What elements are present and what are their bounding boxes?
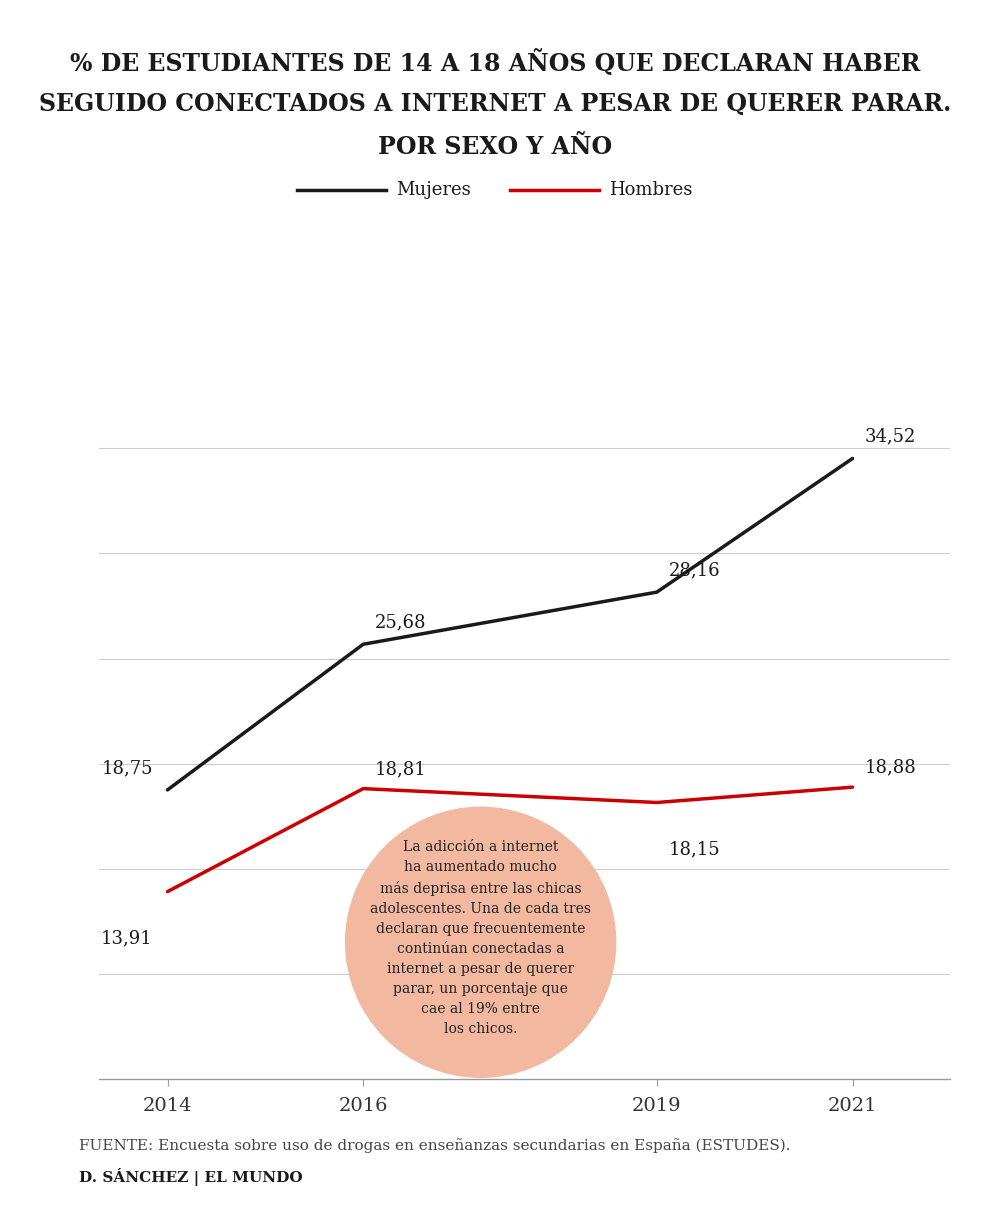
Text: 34,52: 34,52 <box>864 428 916 446</box>
Text: 18,88: 18,88 <box>864 759 916 776</box>
Text: Hombres: Hombres <box>609 181 692 199</box>
Text: 18,15: 18,15 <box>668 840 720 858</box>
Text: 18,81: 18,81 <box>375 760 427 779</box>
Text: POR SEXO Y AÑO: POR SEXO Y AÑO <box>378 135 612 159</box>
Text: La adicción a internet
ha aumentado mucho
más deprisa entre las chicas
adolescen: La adicción a internet ha aumentado much… <box>370 840 591 1036</box>
Text: 25,68: 25,68 <box>375 614 427 631</box>
Text: 18,75: 18,75 <box>101 759 152 777</box>
Text: D. SÁNCHEZ | EL MUNDO: D. SÁNCHEZ | EL MUNDO <box>79 1168 303 1187</box>
Text: Mujeres: Mujeres <box>396 181 471 199</box>
Ellipse shape <box>346 807 616 1078</box>
Text: 28,16: 28,16 <box>668 562 720 580</box>
Text: 13,91: 13,91 <box>101 929 152 948</box>
Text: FUENTE: Encuesta sobre uso de drogas en enseñanzas secundarias en España (ESTUDE: FUENTE: Encuesta sobre uso de drogas en … <box>79 1138 791 1152</box>
Text: SEGUIDO CONECTADOS A INTERNET A PESAR DE QUERER PARAR.: SEGUIDO CONECTADOS A INTERNET A PESAR DE… <box>39 92 951 116</box>
Text: % DE ESTUDIANTES DE 14 A 18 AÑOS QUE DECLARAN HABER: % DE ESTUDIANTES DE 14 A 18 AÑOS QUE DEC… <box>70 49 920 76</box>
